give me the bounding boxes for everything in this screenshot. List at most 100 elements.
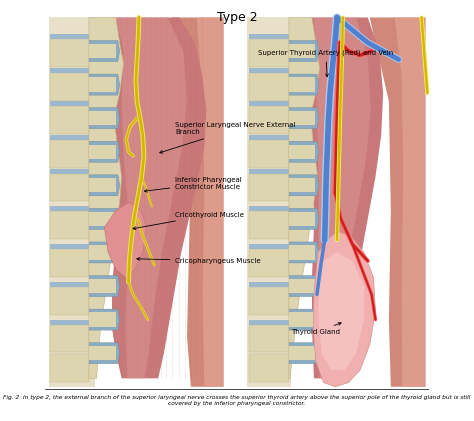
Polygon shape [245,18,429,387]
Polygon shape [246,18,291,387]
Polygon shape [50,39,89,67]
Polygon shape [289,208,319,229]
Text: Fig. 2  In type 2, the external branch of the superior laryngeal nerve crosses t: Fig. 2 In type 2, the external branch of… [3,395,471,406]
Polygon shape [289,44,315,58]
Polygon shape [50,107,89,134]
Text: Cricopharyngeus Muscle: Cricopharyngeus Muscle [137,258,261,264]
Polygon shape [289,309,319,330]
Polygon shape [50,206,89,211]
Polygon shape [172,18,224,387]
Polygon shape [289,346,315,360]
Polygon shape [289,312,315,327]
Polygon shape [89,108,120,129]
Polygon shape [89,44,116,58]
Polygon shape [116,18,187,378]
Polygon shape [89,178,116,192]
Polygon shape [314,18,371,378]
Polygon shape [248,140,289,168]
Polygon shape [50,282,89,287]
Polygon shape [50,68,89,73]
Polygon shape [50,354,89,382]
Polygon shape [248,287,289,314]
Polygon shape [50,140,89,168]
Polygon shape [289,40,319,61]
Polygon shape [248,34,289,39]
Text: Thyroid Gland: Thyroid Gland [291,322,341,335]
Polygon shape [89,141,120,162]
Polygon shape [89,245,116,260]
Polygon shape [248,101,289,107]
Polygon shape [289,145,315,159]
Polygon shape [248,135,289,140]
Polygon shape [50,135,89,140]
Polygon shape [313,232,375,387]
Polygon shape [289,175,319,196]
Polygon shape [104,202,146,277]
Polygon shape [289,77,315,92]
Polygon shape [89,275,120,296]
Polygon shape [289,74,319,95]
Polygon shape [289,178,315,192]
Polygon shape [89,312,116,327]
Polygon shape [50,325,89,352]
Polygon shape [248,249,289,277]
Polygon shape [370,18,426,387]
Polygon shape [319,253,364,370]
Polygon shape [89,208,120,229]
Polygon shape [197,18,224,387]
Polygon shape [289,111,315,125]
Polygon shape [50,249,89,277]
Polygon shape [289,279,315,293]
Text: Type 2: Type 2 [217,11,257,24]
Polygon shape [248,173,289,201]
Polygon shape [248,320,289,325]
Polygon shape [50,34,89,39]
Polygon shape [89,279,116,293]
Polygon shape [248,354,289,382]
Polygon shape [289,242,319,263]
Polygon shape [248,206,289,211]
Polygon shape [89,74,120,95]
Polygon shape [289,212,315,226]
Polygon shape [89,242,120,263]
Polygon shape [395,18,426,387]
Polygon shape [50,73,89,101]
Polygon shape [50,101,89,107]
Polygon shape [289,245,315,260]
Polygon shape [48,18,95,387]
Polygon shape [50,244,89,249]
Polygon shape [89,212,116,226]
Polygon shape [50,168,89,173]
Polygon shape [89,77,116,92]
Polygon shape [248,244,289,249]
Polygon shape [89,111,116,125]
Polygon shape [50,211,89,239]
Polygon shape [248,282,289,287]
Text: Superior Thyroid Artery (Red) and Vein: Superior Thyroid Artery (Red) and Vein [258,50,393,77]
Polygon shape [112,18,206,378]
Polygon shape [248,107,289,134]
Polygon shape [310,18,383,378]
Polygon shape [248,73,289,101]
Polygon shape [289,108,319,129]
Polygon shape [50,320,89,325]
Polygon shape [89,175,120,196]
Polygon shape [89,309,120,330]
Polygon shape [50,287,89,314]
Polygon shape [89,343,120,364]
Polygon shape [50,173,89,201]
Polygon shape [248,68,289,73]
Polygon shape [289,141,319,162]
Polygon shape [289,343,319,364]
Polygon shape [89,346,116,360]
Polygon shape [289,275,319,296]
Text: Cricothyroid Muscle: Cricothyroid Muscle [133,212,245,229]
Polygon shape [89,18,124,378]
Polygon shape [248,39,289,67]
Polygon shape [248,325,289,352]
Polygon shape [289,18,319,378]
Text: Superior Laryngeal Nerve External
Branch: Superior Laryngeal Nerve External Branch [160,122,296,153]
Polygon shape [45,18,226,387]
Polygon shape [248,211,289,239]
Text: Inferior Pharyngeal
Constrictor Muscle: Inferior Pharyngeal Constrictor Muscle [145,177,242,192]
